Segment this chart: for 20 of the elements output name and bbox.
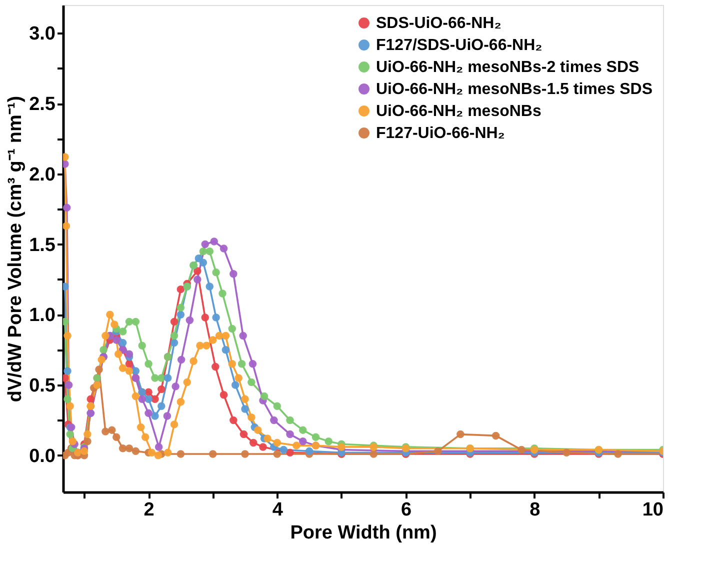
- x-tick-label: 10: [642, 500, 664, 520]
- y-tick-label: 1.0: [29, 305, 56, 326]
- legend-label: UiO-66-NH₂ mesoNBs-2 times SDS: [376, 59, 640, 76]
- x-tick-label: 4: [272, 500, 284, 520]
- legend-label: SDS-UiO-66-NH₂: [376, 15, 502, 32]
- legend-label: UiO-66-NH₂ mesoNBs-1.5 times SDS: [376, 81, 653, 98]
- y-axis-title: dV/dW Pore Volume (cm³ g⁻¹ nm⁻¹): [5, 96, 26, 402]
- x-tick-label: 2: [144, 500, 154, 520]
- legend-label: F127-UiO-66-NH₂: [376, 125, 505, 142]
- y-tick-label: 0.5: [29, 376, 56, 397]
- y-tick-label: 3.0: [29, 24, 56, 45]
- y-tick-label: 2.0: [29, 164, 56, 186]
- legend-label: F127/SDS-UiO-66-NH₂: [376, 37, 542, 54]
- y-tick-label: 0.0: [29, 446, 56, 467]
- y-tick-label: 2.5: [29, 94, 56, 116]
- x-tick-label: 6: [400, 500, 412, 520]
- x-axis-title: Pore Width (nm): [290, 522, 437, 544]
- x-tick-label: 8: [530, 500, 540, 520]
- legend-label: UiO-66-NH₂ mesoNBs: [376, 103, 542, 120]
- y-tick-label: 1.5: [29, 234, 56, 256]
